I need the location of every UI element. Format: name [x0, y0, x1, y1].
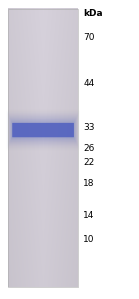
Text: kDa: kDa [83, 9, 103, 18]
Text: 44: 44 [83, 79, 95, 88]
Text: 26: 26 [83, 144, 95, 152]
Text: 10: 10 [83, 235, 95, 244]
Text: 14: 14 [83, 211, 95, 220]
FancyBboxPatch shape [11, 120, 75, 140]
FancyBboxPatch shape [12, 121, 75, 139]
Bar [8, 9, 78, 287]
Text: 70: 70 [83, 33, 95, 42]
Text: 33: 33 [83, 123, 95, 132]
FancyBboxPatch shape [12, 123, 74, 138]
Text: 18: 18 [83, 179, 95, 188]
FancyBboxPatch shape [12, 123, 74, 137]
Text: 22: 22 [83, 158, 95, 167]
